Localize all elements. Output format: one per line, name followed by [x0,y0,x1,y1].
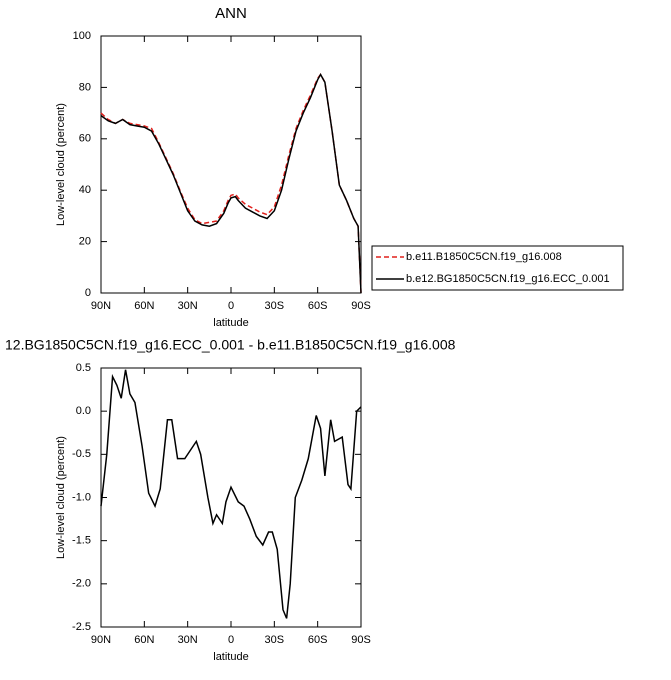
x-tick-label: 0 [228,634,234,646]
y-tick-label: 0.5 [76,362,91,374]
x-tick-label: 90S [351,634,371,646]
y-tick-label: 40 [79,184,91,196]
x-tick-label: 90N [91,300,111,312]
y-axis-label: Low-level cloud (percent) [55,103,67,226]
x-tick-label: 30N [178,634,198,646]
y-tick-label: -1.5 [72,535,91,547]
x-tick-label: 60S [308,300,328,312]
x-tick-label: 60N [134,634,154,646]
y-tick-label: 0.0 [76,405,91,417]
y-tick-label: 60 [79,133,91,145]
y-axis-label: Low-level cloud (percent) [55,436,67,559]
y-tick-label: 0 [85,287,91,299]
x-tick-label: 90N [91,634,111,646]
data-line [100,73,362,294]
y-tick-label: -2.0 [72,578,91,590]
x-axis-label: latitude [213,317,248,329]
y-tick-label: 20 [79,236,91,248]
data-line [100,369,362,619]
plot-frame [100,35,362,294]
x-tick-label: 30S [265,634,285,646]
x-axis-label: latitude [213,651,248,663]
y-tick-label: 100 [73,30,91,42]
y-tick-label: -1.0 [72,491,91,503]
data-line [100,73,362,294]
x-tick-label: 90S [351,300,371,312]
legend-box [371,245,624,291]
x-tick-label: 0 [228,300,234,312]
y-tick-label: -2.5 [72,621,91,633]
legend-label: b.e11.B1850C5CN.f19_g16.008 [406,251,562,263]
chart-title: ANN [215,5,247,22]
x-tick-label: 30S [265,300,285,312]
x-tick-label: 60S [308,634,328,646]
x-tick-label: 60N [134,300,154,312]
chart-title: 12.BG1850C5CN.f19_g16.ECC_0.001 - b.e11.… [5,337,456,353]
y-tick-label: -0.5 [72,448,91,460]
y-tick-label: 80 [79,81,91,93]
plot-frame [100,367,362,628]
legend-label: b.e12.BG1850C5CN.f19_g16.ECC_0.001 [406,273,610,285]
x-tick-label: 30N [178,300,198,312]
